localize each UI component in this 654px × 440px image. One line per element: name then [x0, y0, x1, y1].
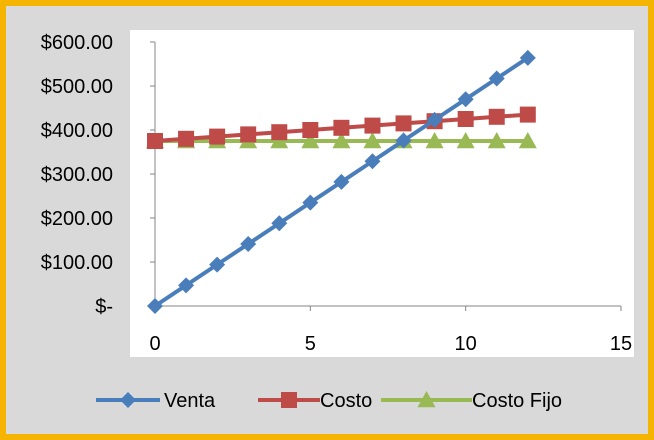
data-point-diamond [240, 235, 257, 252]
data-point-square [302, 122, 319, 138]
y-tick-label: $200.00 [41, 208, 113, 230]
plot-area-background [130, 30, 634, 357]
data-point-diamond [364, 153, 381, 170]
data-point-diamond [178, 277, 195, 294]
x-tick-label: 10 [455, 333, 477, 355]
data-point-square [240, 126, 257, 143]
data-point-diamond [457, 91, 474, 108]
legend-marker-diamond [120, 392, 136, 408]
y-tick-label: $500.00 [41, 76, 113, 98]
x-tick-label: 15 [610, 333, 632, 355]
series-layer [146, 49, 537, 314]
data-point-diamond [395, 132, 412, 149]
data-point-diamond [426, 111, 443, 128]
legend-label: Costo [320, 390, 372, 412]
legend-item-costo-fijo: Costo Fijo [381, 390, 562, 412]
data-point-triangle [518, 132, 537, 149]
data-point-triangle [363, 132, 382, 149]
legend-item-costo: Costo [258, 390, 372, 412]
data-point-triangle [332, 132, 351, 149]
legend-label: Costo Fijo [472, 390, 562, 412]
data-point-square [519, 106, 536, 123]
data-point-triangle [425, 132, 444, 149]
legend-item-venta: Venta [96, 390, 216, 412]
series-costo [147, 106, 536, 149]
y-tick-label: $100.00 [41, 252, 113, 274]
data-point-diamond [147, 298, 163, 314]
x-tick-label: 0 [149, 333, 160, 355]
y-tick-label: $400.00 [41, 120, 113, 142]
data-point-square [333, 119, 350, 136]
legend: Venta Costo Costo Fijo [96, 390, 562, 412]
data-point-square [364, 117, 381, 134]
data-point-triangle [487, 132, 506, 149]
data-point-diamond [488, 70, 505, 87]
data-point-square [147, 133, 163, 149]
data-point-triangle [301, 132, 320, 149]
y-tick-label: $600.00 [41, 32, 113, 54]
legend-label: Venta [164, 390, 216, 412]
data-point-square [209, 128, 226, 145]
y-tick-label: $300.00 [41, 164, 113, 186]
x-tick-label: 5 [305, 333, 316, 355]
y-tick-label: $- [95, 296, 113, 318]
data-point-square [178, 130, 195, 147]
data-point-diamond [271, 215, 288, 232]
data-point-square [271, 124, 288, 141]
legend-marker-square [281, 392, 297, 408]
series-venta [147, 49, 536, 314]
legend-marker-triangle [417, 391, 436, 408]
axes-layer: $- $100.00 $200.00 $300.00 $400.00 $500.00 $60… [41, 32, 632, 355]
data-point-diamond [209, 256, 226, 273]
data-point-triangle [456, 132, 475, 149]
data-point-square [457, 111, 474, 127]
data-point-diamond [519, 49, 536, 66]
data-point-diamond [333, 173, 350, 190]
data-point-square [488, 108, 505, 125]
data-point-diamond [302, 194, 319, 211]
data-point-square [395, 115, 412, 132]
